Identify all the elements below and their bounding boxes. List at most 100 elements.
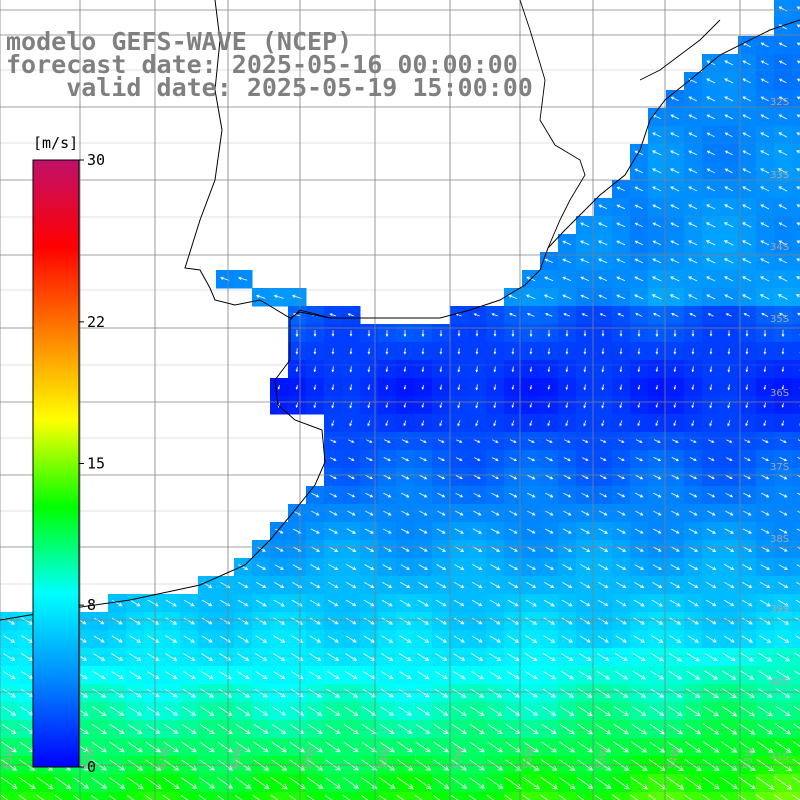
wind-arrow [344,670,358,680]
wind-arrow [691,366,695,373]
wind-arrow [451,741,467,753]
title-model: modelo GEFS-WAVE (NCEP) [6,27,353,56]
wind-arrow [90,795,99,800]
wind-arrow [796,258,800,262]
wind-arrow [775,723,792,735]
wind-arrow [706,204,716,210]
wind-arrow [522,794,531,800]
wind-arrow [509,492,518,498]
wind-arrow [619,348,623,355]
wind-arrow [709,384,713,391]
wind-speed-cell [792,324,800,343]
wind-arrow [720,794,729,800]
wind-arrow [509,510,518,516]
wind-arrow [308,688,322,698]
wind-arrow [454,564,465,570]
wind-arrow [493,366,497,373]
wind-arrow [144,794,153,800]
wind-arrow [565,384,569,391]
wind-arrow [418,582,429,589]
wind-arrow [385,384,389,390]
wind-speed-cell [180,792,199,800]
wind-arrow [563,510,572,516]
wind-arrow [635,312,643,317]
wind-arrow [616,564,627,570]
wind-arrow [778,222,787,228]
wind-arrow [742,204,752,210]
wind-arrow [781,329,785,338]
wind-arrow [688,546,699,552]
wind-arrow [721,723,738,735]
wind-arrow [763,366,767,373]
wind-arrow [778,150,788,156]
wind-arrow [594,777,612,789]
wind-arrow [181,741,197,753]
wind-arrow [763,402,766,409]
wind-arrow [583,384,587,391]
wind-arrow [562,240,572,246]
wind-arrow [144,776,162,790]
wind-arrow [776,652,791,662]
wind-arrow [669,294,680,300]
wind-arrow [761,457,770,462]
wind-arrow [725,313,732,317]
wind-speed-cell [792,162,800,181]
wind-arrow [401,457,410,462]
wind-arrow [367,366,371,373]
wind-arrow [779,312,787,318]
wind-arrow [760,276,770,282]
wind-arrow [434,688,448,698]
wind-arrow [365,510,374,516]
wind-arrow [688,186,698,192]
wind-arrow [577,741,594,753]
wind-arrow [793,706,800,711]
wind-arrow [201,635,213,643]
wind-arrow [468,794,477,800]
wind-speed-cell [666,792,685,800]
wind-arrow [146,724,161,734]
wind-arrow [311,492,320,498]
wind-arrow [475,348,479,355]
wind-arrow [634,204,643,210]
wind-arrow [416,688,430,698]
wind-arrow [367,348,371,355]
wind-arrow [270,794,279,800]
wind-speed-cell [792,198,800,217]
wind-arrow [469,777,486,789]
wind-arrow [526,564,536,570]
wind-arrow [781,420,785,427]
wind-arrow [273,617,286,625]
wind-arrow [3,635,16,643]
wind-arrow [709,348,713,355]
wind-arrow [596,653,610,661]
wind-arrow [705,635,717,643]
wind-speed-cell [792,270,800,289]
wind-arrow [612,794,621,800]
wind-arrow [311,510,320,516]
wind-arrow [507,635,520,643]
wind-arrow [382,528,392,534]
wind-arrow [237,599,249,607]
wind-arrow [634,528,644,534]
wind-arrow [706,168,715,174]
wind-arrow [397,741,413,753]
wind-arrow [583,420,587,427]
wind-arrow [529,366,533,373]
wind-arrow [758,670,773,680]
wind-arrow [709,330,713,337]
wind-arrow [348,439,355,443]
wind-arrow [778,240,787,246]
wind-arrow [439,402,443,409]
wind-arrow [365,457,373,461]
wind-arrow [399,635,412,643]
wind-arrow [724,581,735,589]
wind-arrow [327,635,339,643]
wind-arrow [403,385,407,390]
wind-arrow [651,150,662,156]
wind-arrow [349,384,353,391]
wind-arrow [652,240,662,246]
wind-arrow [670,258,680,264]
wind-arrow [329,313,336,317]
wind-arrow [630,776,649,790]
wind-arrow [595,688,611,698]
